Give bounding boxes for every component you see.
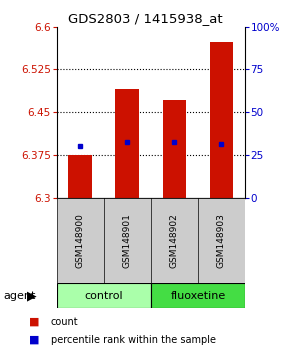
Text: GDS2803 / 1415938_at: GDS2803 / 1415938_at bbox=[68, 12, 222, 25]
Text: count: count bbox=[51, 317, 78, 327]
Text: GSM148902: GSM148902 bbox=[170, 213, 179, 268]
Text: GSM148901: GSM148901 bbox=[123, 213, 132, 268]
Bar bbox=[163, 101, 186, 198]
Text: percentile rank within the sample: percentile rank within the sample bbox=[51, 335, 216, 344]
Text: ■: ■ bbox=[29, 335, 39, 344]
Text: GSM148900: GSM148900 bbox=[76, 213, 85, 268]
Text: agent: agent bbox=[3, 291, 35, 301]
Bar bbox=[57, 283, 151, 308]
Text: fluoxetine: fluoxetine bbox=[170, 291, 226, 301]
Bar bbox=[115, 89, 139, 198]
Text: ■: ■ bbox=[29, 317, 39, 327]
Text: control: control bbox=[84, 291, 123, 301]
Text: ▶: ▶ bbox=[27, 289, 37, 302]
Bar bbox=[151, 283, 245, 308]
Bar bbox=[68, 155, 92, 198]
Text: GSM148903: GSM148903 bbox=[217, 213, 226, 268]
Bar bbox=[210, 42, 233, 198]
